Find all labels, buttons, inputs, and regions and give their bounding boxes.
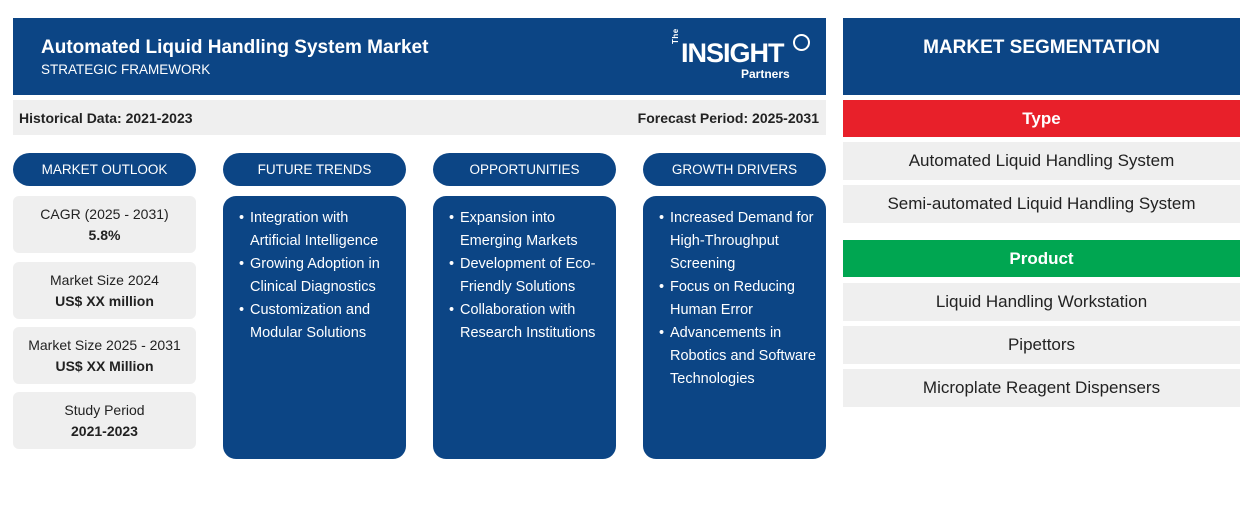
- segment-product-heading: Product: [843, 240, 1240, 277]
- growth-drivers-list: Increased Demand for High-Throughput Scr…: [659, 207, 820, 391]
- market-segmentation-title: MARKET SEGMENTATION: [843, 18, 1240, 95]
- list-item: Focus on Reducing Human Error: [659, 276, 820, 322]
- outlook-study-period: Study Period 2021-2023: [13, 392, 196, 449]
- segment-item: Automated Liquid Handling System: [843, 142, 1240, 180]
- future-trends-heading: FUTURE TRENDS: [223, 153, 406, 186]
- list-item: Expansion into Emerging Markets: [449, 207, 610, 253]
- segment-type-heading: Type: [843, 100, 1240, 137]
- opportunities-list: Expansion into Emerging Markets Developm…: [449, 207, 610, 345]
- segment-item: Pipettors: [843, 326, 1240, 364]
- logo-circle-icon: [793, 34, 810, 51]
- outlook-value: US$ XX million: [55, 293, 154, 309]
- outlook-label: CAGR (2025 - 2031): [40, 206, 169, 222]
- growth-drivers-box: Increased Demand for High-Throughput Scr…: [643, 196, 826, 459]
- period-bar: Historical Data: 2021-2023 Forecast Peri…: [13, 100, 826, 135]
- outlook-label: Study Period: [64, 402, 145, 418]
- insight-partners-logo: The INSIGHT Partners: [665, 28, 815, 84]
- report-title: Automated Liquid Handling System Market: [41, 37, 429, 58]
- list-item: Customization and Modular Solutions: [239, 299, 400, 345]
- segment-item: Semi-automated Liquid Handling System: [843, 185, 1240, 223]
- future-trends-list: Integration with Artificial Intelligence…: [239, 207, 400, 345]
- list-item: Development of Eco-Friendly Solutions: [449, 253, 610, 299]
- list-item: Collaboration with Research Institutions: [449, 299, 610, 345]
- segment-item: Liquid Handling Workstation: [843, 283, 1240, 321]
- opportunities-heading: OPPORTUNITIES: [433, 153, 616, 186]
- historical-data: Historical Data: 2021-2023: [19, 110, 193, 126]
- outlook-market-size-2024: Market Size 2024 US$ XX million: [13, 262, 196, 319]
- forecast-period: Forecast Period: 2025-2031: [637, 110, 819, 126]
- logo-insight-text: INSIGHT: [681, 38, 785, 68]
- logo-partners-text: Partners: [741, 67, 790, 81]
- growth-drivers-heading: GROWTH DRIVERS: [643, 153, 826, 186]
- outlook-label: Market Size 2024: [50, 272, 159, 288]
- outlook-label: Market Size 2025 - 2031: [28, 337, 181, 353]
- opportunities-box: Expansion into Emerging Markets Developm…: [433, 196, 616, 459]
- segment-item: Microplate Reagent Dispensers: [843, 369, 1240, 407]
- outlook-value: 5.8%: [88, 227, 121, 243]
- outlook-value: 2021-2023: [71, 423, 138, 439]
- list-item: Integration with Artificial Intelligence: [239, 207, 400, 253]
- list-item: Increased Demand for High-Throughput Scr…: [659, 207, 820, 276]
- outlook-market-size-forecast: Market Size 2025 - 2031 US$ XX Million: [13, 327, 196, 384]
- report-subtitle: STRATEGIC FRAMEWORK: [41, 62, 211, 77]
- list-item: Advancements in Robotics and Software Te…: [659, 322, 820, 391]
- future-trends-box: Integration with Artificial Intelligence…: [223, 196, 406, 459]
- report-header: Automated Liquid Handling System Market …: [13, 18, 826, 95]
- outlook-value: US$ XX Million: [55, 358, 154, 374]
- market-outlook-heading: MARKET OUTLOOK: [13, 153, 196, 186]
- logo-the-text: The: [671, 28, 680, 44]
- list-item: Growing Adoption in Clinical Diagnostics: [239, 253, 400, 299]
- outlook-cagr: CAGR (2025 - 2031) 5.8%: [13, 196, 196, 253]
